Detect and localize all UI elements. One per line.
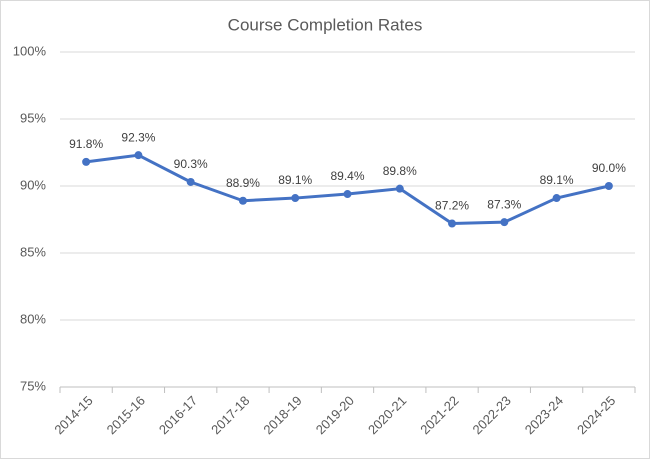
chart-title: Course Completion Rates <box>228 15 423 34</box>
data-point <box>343 190 352 199</box>
data-point <box>604 182 613 190</box>
y-tick-label: 80% <box>20 311 46 326</box>
data-label: 90.0% <box>592 161 626 175</box>
data-label: 89.1% <box>278 173 312 187</box>
data-point <box>82 157 91 166</box>
data-label: 88.9% <box>226 176 260 190</box>
y-tick-label: 100% <box>13 43 47 58</box>
data-label: 89.8% <box>383 164 417 178</box>
data-point <box>552 194 561 203</box>
data-label: 87.2% <box>435 199 469 213</box>
y-tick-label: 95% <box>20 110 46 125</box>
y-tick-label: 85% <box>20 244 46 259</box>
data-label: 92.3% <box>121 130 155 144</box>
data-point <box>186 177 195 186</box>
data-point <box>395 184 404 193</box>
data-label: 91.8% <box>69 137 103 151</box>
y-tick-label: 75% <box>20 378 46 393</box>
data-point <box>448 219 457 228</box>
y-tick-label: 90% <box>20 177 46 192</box>
data-point <box>500 218 509 227</box>
data-point <box>291 194 300 203</box>
data-point <box>238 196 247 205</box>
data-label: 89.4% <box>330 169 364 183</box>
data-label: 87.3% <box>487 197 521 211</box>
data-point <box>134 151 143 160</box>
data-label: 90.3% <box>174 157 208 171</box>
data-label: 89.1% <box>540 173 574 187</box>
